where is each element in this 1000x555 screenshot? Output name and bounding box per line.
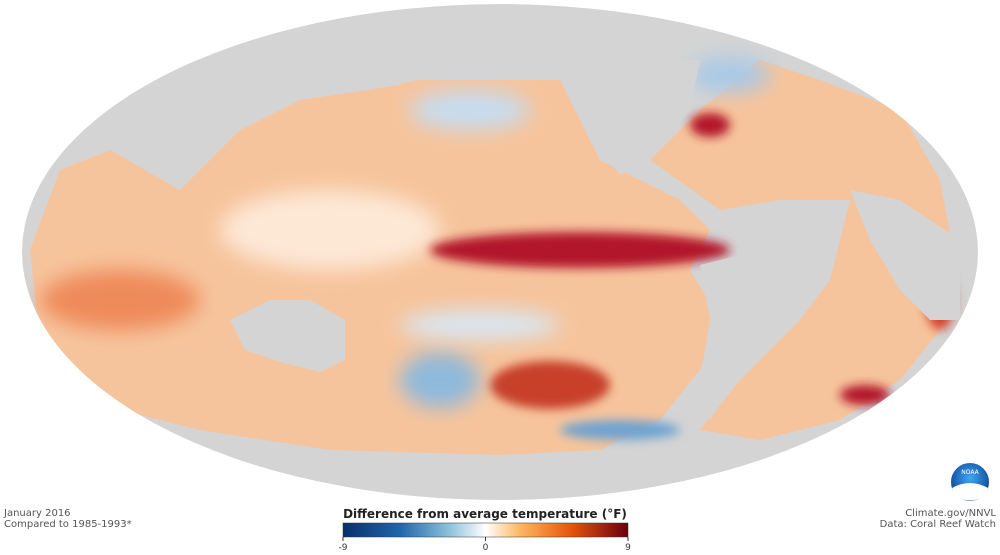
credit-source: Climate.gov/NNVL	[905, 508, 996, 519]
legend-tick-label: 9	[625, 543, 631, 553]
logo-text: NOAA	[961, 469, 979, 476]
map-date: January 2016	[3, 508, 71, 519]
legend-tick-label: -9	[339, 543, 348, 553]
legend-title: Difference from average temperature (°F)	[343, 507, 627, 521]
color-scale	[342, 522, 629, 538]
globe	[22, 4, 978, 500]
legend: Difference from average temperature (°F)…	[339, 507, 632, 553]
noaa-logo: NOAA	[949, 461, 991, 503]
credit-data: Data: Coral Reef Watch	[880, 519, 996, 530]
legend-tick-label: 0	[483, 543, 489, 553]
map-baseline: Compared to 1985-1993*	[4, 519, 132, 530]
